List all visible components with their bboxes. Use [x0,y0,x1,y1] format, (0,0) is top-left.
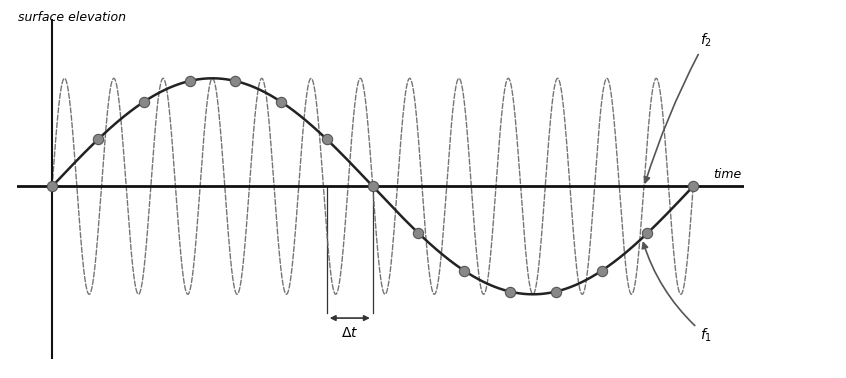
Point [412,230,426,236]
Point [503,288,517,294]
Point [366,183,380,189]
Point [274,99,288,105]
Text: $f_1$: $f_1$ [642,243,711,344]
Point [549,288,563,294]
Point [458,268,471,274]
Point [91,136,105,143]
Point [595,268,608,274]
Point [320,136,333,143]
Text: $\Delta t$: $\Delta t$ [341,325,359,339]
Point [137,99,151,105]
Point [228,78,242,84]
Point [640,230,654,236]
Text: surface elevation: surface elevation [19,11,126,24]
Point [686,183,700,189]
Point [183,78,196,84]
Text: time: time [713,168,741,181]
Text: $f_2$: $f_2$ [644,32,711,183]
Point [46,183,59,189]
